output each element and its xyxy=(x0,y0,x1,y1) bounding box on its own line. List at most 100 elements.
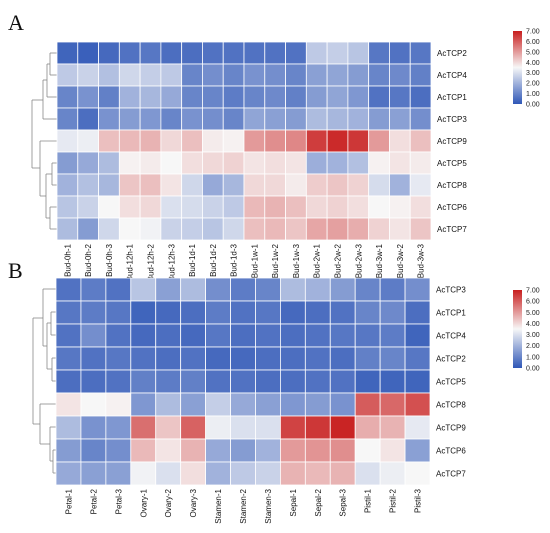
heatmap-cell xyxy=(202,63,224,87)
heatmap-cell xyxy=(329,369,356,394)
heatmap-cell xyxy=(409,85,432,109)
legend-color-bar xyxy=(513,31,522,104)
legend-tick-label: 3.00 xyxy=(526,332,540,339)
heatmap-cell xyxy=(181,85,203,109)
column-label: Bud-2w-3 xyxy=(354,243,363,278)
heatmap-cell xyxy=(77,41,99,65)
column-label: Sepal-3 xyxy=(339,488,348,516)
heatmap-cell xyxy=(160,217,183,241)
heatmap-cell xyxy=(379,369,406,394)
heatmap-cell xyxy=(409,107,432,131)
heatmap-cell xyxy=(160,85,183,109)
heatmap-cell xyxy=(305,41,328,65)
column-label: Bud-3w-1 xyxy=(375,243,384,278)
heatmap-cell xyxy=(180,277,207,302)
heatmap-cell xyxy=(255,369,281,394)
heatmap-cell xyxy=(55,415,82,440)
row-label: AcTCP4 xyxy=(437,71,467,80)
row-label: AcTCP7 xyxy=(437,225,467,234)
column-label: Bud-1w-3 xyxy=(292,243,301,278)
heatmap-cell xyxy=(181,41,203,65)
heatmap-cell xyxy=(118,173,141,197)
heatmap-cell xyxy=(139,41,162,65)
heatmap-cell xyxy=(305,63,328,87)
legend-tick-label: 2.00 xyxy=(526,343,540,350)
row-label: AcTCP2 xyxy=(436,355,466,364)
heatmap-cell xyxy=(222,85,245,109)
heatmap-cell xyxy=(409,63,432,87)
heatmap-cell xyxy=(326,173,349,197)
column-label: Bud-1d-2 xyxy=(209,243,218,276)
heatmap-cell xyxy=(243,173,266,197)
heatmap-cell xyxy=(255,461,281,486)
column-label: Pistil-2 xyxy=(389,488,398,513)
heatmap-cell xyxy=(118,63,141,87)
legend-tick-label: 0.00 xyxy=(526,102,540,109)
column-label: Bud-0h-3 xyxy=(105,243,114,276)
row-label: AcTCP8 xyxy=(437,181,467,190)
heatmap-cell xyxy=(139,129,162,153)
heatmap-cell xyxy=(409,195,432,219)
heatmap-cell xyxy=(329,277,356,302)
heatmap-cell xyxy=(180,392,207,417)
heatmap-cell xyxy=(105,438,132,463)
heatmap-cell xyxy=(243,151,266,175)
heatmap-cell xyxy=(155,369,182,394)
legend-tick-label: 2.00 xyxy=(526,81,540,88)
legend-tick-label: 0.00 xyxy=(526,366,540,373)
heatmap-cell xyxy=(354,392,381,417)
heatmap-cell xyxy=(139,63,162,87)
heatmap-cell xyxy=(130,392,157,417)
heatmap-cell xyxy=(205,300,231,325)
heatmap-cell xyxy=(305,151,328,175)
heatmap-cell xyxy=(404,392,431,417)
heatmap-cell xyxy=(326,151,349,175)
heatmap-cell xyxy=(230,346,256,371)
heatmap-cell xyxy=(304,277,331,302)
heatmap-cell xyxy=(80,300,107,325)
heatmap-cell xyxy=(105,461,132,486)
heatmap-cell xyxy=(379,392,406,417)
heatmap-cell xyxy=(155,415,182,440)
heatmap-cell xyxy=(326,107,349,131)
heatmap-cell xyxy=(80,323,107,348)
heatmap-cell xyxy=(404,346,431,371)
heatmap-cell xyxy=(180,369,207,394)
heatmap-cell xyxy=(368,129,390,153)
row-label: AcTCP1 xyxy=(437,93,467,102)
heatmap-cell xyxy=(347,217,370,241)
heatmap-cell xyxy=(155,346,182,371)
heatmap-cell xyxy=(181,217,203,241)
heatmap-cell xyxy=(56,107,79,131)
heatmap-cell xyxy=(230,277,256,302)
heatmap-cell xyxy=(181,107,203,131)
column-label: Bud-3w-2 xyxy=(396,243,405,278)
heatmap-cell xyxy=(255,277,281,302)
legend-tick-label: 4.00 xyxy=(526,321,540,328)
heatmap-cell xyxy=(202,151,224,175)
heatmap-cell xyxy=(347,173,370,197)
heatmap-cell xyxy=(80,415,107,440)
heatmap-cell xyxy=(243,41,266,65)
heatmap-cell xyxy=(404,277,431,302)
heatmap-cell xyxy=(222,173,245,197)
heatmap-cell xyxy=(329,346,356,371)
heatmap-cell xyxy=(389,129,411,153)
heatmap-cell xyxy=(304,461,331,486)
heatmap-cell xyxy=(368,63,390,87)
heatmap-cell xyxy=(98,63,120,87)
heatmap-cell xyxy=(55,277,82,302)
column-label: Bud-1d-3 xyxy=(230,243,239,276)
heatmap-cell xyxy=(409,173,432,197)
heatmap-a-cells xyxy=(56,41,432,241)
heatmap-cell xyxy=(202,85,224,109)
heatmap-cell xyxy=(255,300,281,325)
heatmap-cell xyxy=(230,300,256,325)
heatmap-cell xyxy=(264,129,286,153)
heatmap-cell xyxy=(77,63,99,87)
heatmap-cell xyxy=(279,300,306,325)
heatmap-cell xyxy=(305,195,328,219)
heatmap-cell xyxy=(118,151,141,175)
heatmap-cell xyxy=(379,300,406,325)
heatmap-cell xyxy=(98,195,120,219)
